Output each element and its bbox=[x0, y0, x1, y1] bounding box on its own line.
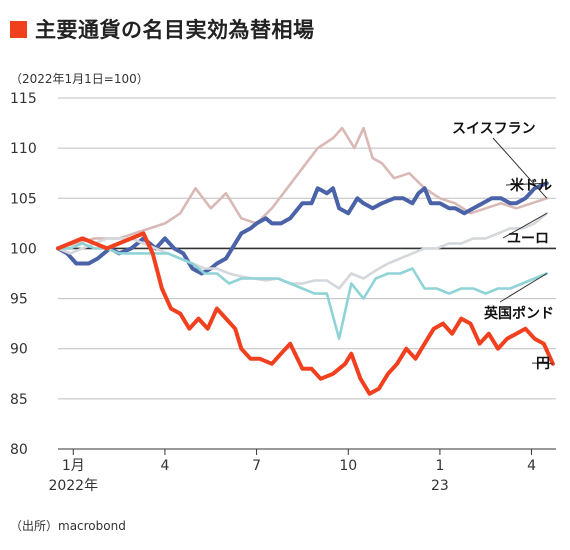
y-tick-label: 105 bbox=[10, 191, 37, 207]
index-note: （2022年1月1日=100） bbox=[10, 72, 149, 86]
legend-leader bbox=[492, 137, 548, 199]
series-line-2 bbox=[56, 212, 549, 290]
title-text: 主要通貨の名目実効為替相場 bbox=[35, 18, 315, 42]
x-tick-label: 4 bbox=[160, 458, 169, 474]
chart-title: 主要通貨の名目実効為替相場 bbox=[10, 14, 315, 44]
y-tick-label: 95 bbox=[10, 292, 28, 308]
y-axis: 80 85 90 95 100 105 110 115 bbox=[10, 91, 37, 458]
x-tick-label: 1月 bbox=[62, 458, 85, 474]
y-tick-label: 110 bbox=[10, 141, 37, 157]
x-tick-sublabel: 23 bbox=[431, 478, 449, 494]
series-line-3 bbox=[56, 242, 549, 340]
series-line-4 bbox=[56, 231, 555, 396]
title-square-icon bbox=[10, 20, 27, 38]
series-lines bbox=[56, 126, 555, 396]
y-tick-label: 90 bbox=[10, 342, 28, 358]
y-tick-label: 85 bbox=[10, 392, 28, 408]
legend-leader bbox=[531, 362, 553, 365]
x-tick-sublabel: 2022年 bbox=[48, 478, 98, 494]
x-tick-label: 4 bbox=[527, 458, 536, 474]
x-tick-label: 7 bbox=[252, 458, 261, 474]
x-tick-label: 1 bbox=[435, 458, 444, 474]
y-tick-label: 80 bbox=[10, 442, 28, 458]
legend-label: 英国ポンド bbox=[483, 305, 554, 322]
y-tick-label: 115 bbox=[10, 91, 37, 107]
legend-label: 円 bbox=[536, 356, 550, 372]
legend-label: ユーロ bbox=[507, 231, 549, 247]
legend-leader bbox=[499, 273, 548, 303]
series-line-0 bbox=[56, 126, 549, 250]
gridlines bbox=[58, 97, 556, 450]
series-line-1 bbox=[56, 181, 549, 276]
legend-label: 米ドル bbox=[510, 177, 552, 194]
source-note: （出所）macrobond bbox=[10, 519, 126, 533]
legend-leader bbox=[502, 212, 548, 239]
legend-leader bbox=[505, 182, 547, 186]
x-axis: 1月 2022年 4 7 10 1 23 4 bbox=[48, 449, 536, 494]
x-tick-label: 10 bbox=[339, 458, 357, 474]
y-tick-label: 100 bbox=[10, 241, 37, 257]
legend-label: スイスフラン bbox=[452, 121, 536, 137]
